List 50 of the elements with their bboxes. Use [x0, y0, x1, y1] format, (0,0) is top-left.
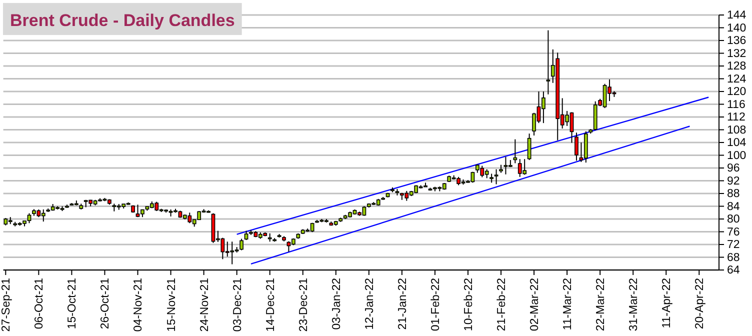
- x-tick-label: 23-Dec-21: [298, 278, 310, 332]
- x-tick-label: 15-Oct-21: [66, 278, 79, 330]
- x-tick-label: 03-Jan-22: [330, 278, 343, 330]
- candlestick: [494, 168, 498, 185]
- y-tick-label: 100: [727, 150, 746, 162]
- x-tick-label: 27-Sep-21: [0, 278, 13, 332]
- y-tick-label: 96: [727, 162, 740, 175]
- x-tick-label: 12-Jan-22: [364, 278, 376, 330]
- y-tick-label: 136: [727, 35, 746, 48]
- x-tick-label: 20-Apr-22: [694, 278, 706, 330]
- y-tick-label: 120: [727, 86, 746, 98]
- y-tick-label: 108: [727, 124, 746, 136]
- y-tick-label: 80: [727, 214, 740, 226]
- x-tick-label: 24-Nov-21: [198, 278, 211, 332]
- x-tick-label: 10-Feb-22: [462, 278, 475, 332]
- y-tick-label: 128: [727, 60, 746, 73]
- x-tick-label: 03-Dec-21: [232, 278, 244, 332]
- x-tick-label: 02-Mar-22: [529, 278, 542, 332]
- x-tick-label: 22-Mar-22: [595, 278, 608, 332]
- y-tick-label: 68: [727, 252, 740, 264]
- x-tick-label: 26-Oct-21: [100, 278, 112, 330]
- x-tick-label: 15-Nov-21: [166, 278, 178, 332]
- x-tick-label: 21-Feb-22: [496, 278, 508, 332]
- candlestick: [513, 138, 518, 164]
- x-tick-label: 21-Jan-22: [396, 278, 409, 330]
- x-tick-label: 06-Oct-21: [34, 278, 46, 330]
- candlestick: [574, 132, 578, 162]
- y-tick-label: 132: [727, 48, 746, 60]
- y-tick-label: 124: [727, 73, 747, 86]
- y-tick-label: 116: [727, 98, 746, 111]
- x-tick-label: 01-Feb-22: [430, 278, 442, 332]
- x-tick-label: 31-Mar-22: [628, 278, 640, 332]
- y-tick-label: 64: [727, 264, 740, 277]
- x-tick-label: 11-Mar-22: [562, 278, 574, 330]
- candlestick: [546, 30, 550, 95]
- y-tick-label: 140: [727, 22, 746, 34]
- candlestick: [527, 133, 532, 161]
- x-tick-label: 11-Apr-22: [661, 278, 674, 328]
- y-tick-label: 72: [727, 239, 740, 252]
- y-tick-label: 112: [727, 112, 746, 124]
- chart-title: Brent Crude - Daily Candles: [10, 11, 235, 30]
- y-tick-label: 104: [727, 137, 747, 150]
- candlestick: [240, 238, 244, 251]
- y-tick-label: 92: [727, 175, 740, 188]
- y-tick-label: 76: [727, 226, 740, 238]
- x-tick-label: 04-Nov-21: [132, 278, 145, 332]
- y-tick-label: 84: [727, 200, 740, 213]
- x-tick-label: 14-Dec-21: [264, 278, 277, 332]
- y-tick-label: 88: [727, 188, 740, 200]
- y-tick-label: 144: [727, 10, 747, 22]
